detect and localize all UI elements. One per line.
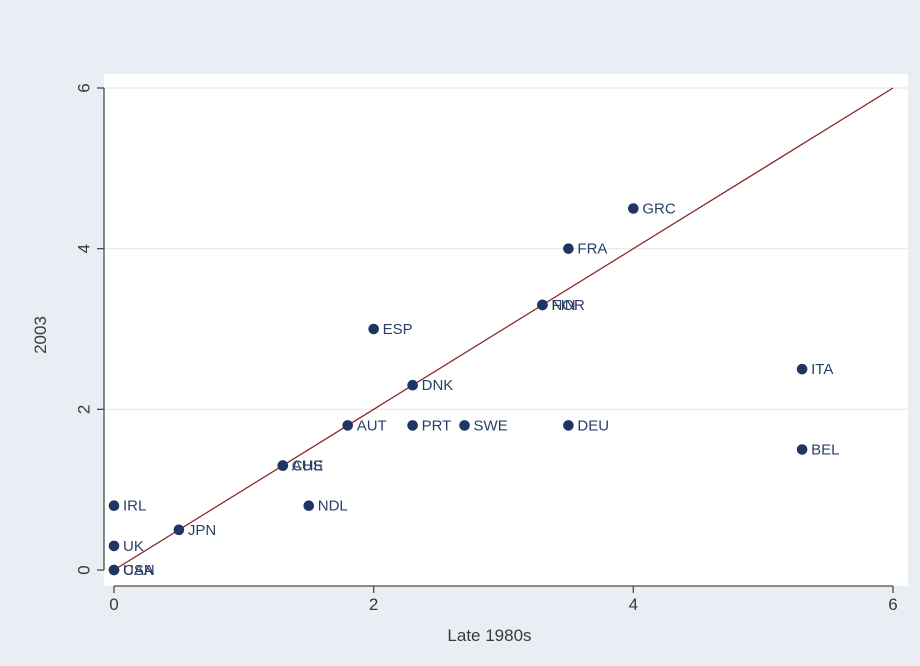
point-label: ESP xyxy=(383,321,413,338)
data-point xyxy=(537,299,548,311)
data-point xyxy=(563,420,574,431)
data-points xyxy=(108,203,808,576)
data-point xyxy=(342,420,354,431)
point-label: FRA xyxy=(577,241,607,258)
data-point xyxy=(173,524,185,536)
point-label: CHE xyxy=(292,458,324,475)
data-point xyxy=(796,444,808,455)
data-point xyxy=(407,420,418,431)
point-label: JPN xyxy=(188,522,216,539)
point-label: NOR xyxy=(551,297,585,314)
point-label: SWE xyxy=(474,417,508,434)
point-label: USA xyxy=(123,562,154,579)
data-point xyxy=(108,540,120,552)
data-point xyxy=(796,363,808,375)
point-label: IRL xyxy=(123,498,146,515)
grid-lines xyxy=(104,87,908,410)
point-label: UK xyxy=(123,538,144,555)
point-label: DNK xyxy=(422,377,454,394)
reference-line xyxy=(113,87,894,571)
data-point xyxy=(563,243,574,254)
y-tick-label: 2 xyxy=(74,405,93,414)
y-tick-label: 0 xyxy=(74,565,93,574)
point-label: FIN xyxy=(551,297,575,314)
x-tick-label: 0 xyxy=(109,595,118,614)
x-axis-title: Late 1980s xyxy=(447,626,531,645)
data-point xyxy=(108,500,120,512)
point-label: AUT xyxy=(357,417,387,434)
y-tick-label: 6 xyxy=(74,83,93,92)
data-point xyxy=(368,323,379,335)
data-point xyxy=(628,203,639,214)
data-point xyxy=(459,420,470,431)
x-tick-label: 2 xyxy=(369,595,378,614)
data-point xyxy=(108,564,120,576)
point-label: PRT xyxy=(422,417,452,434)
x-tick-label: 6 xyxy=(888,595,897,614)
point-label: GRC xyxy=(642,200,676,217)
point-label: BEL xyxy=(811,441,839,458)
data-point xyxy=(303,500,315,512)
y-tick-label: 4 xyxy=(74,244,93,253)
point-label: NDL xyxy=(318,498,348,515)
axes: 0 2 4 6 0 2 4 6 xyxy=(74,83,897,614)
point-label: AUS xyxy=(292,458,323,475)
reference-line-group xyxy=(113,87,894,571)
plot-area xyxy=(104,74,908,586)
x-tick-label: 4 xyxy=(629,595,638,614)
point-label: ITA xyxy=(811,361,833,378)
data-point xyxy=(407,379,418,391)
data-point xyxy=(277,460,289,471)
y-axis-title: 2003 xyxy=(31,316,50,354)
point-label: CAN xyxy=(123,562,155,579)
point-label: DEU xyxy=(577,417,609,434)
